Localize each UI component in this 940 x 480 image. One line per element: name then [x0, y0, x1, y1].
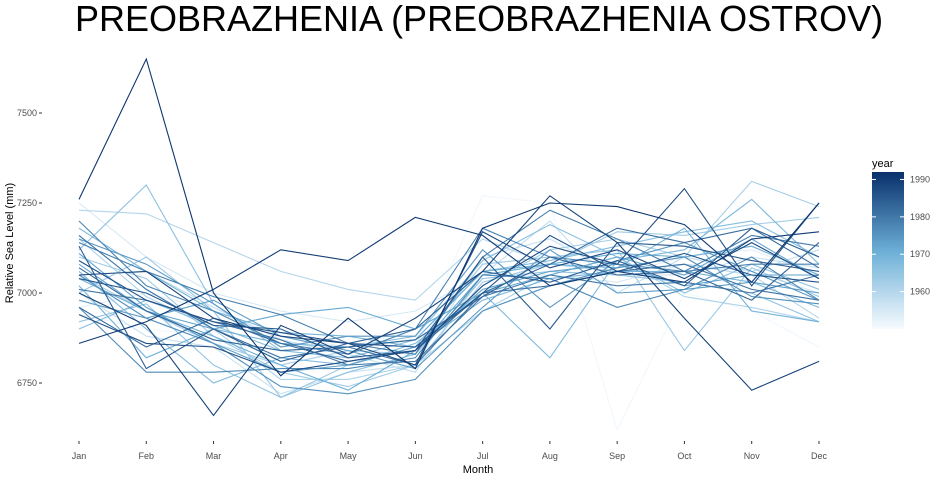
series-line-1974 [78, 249, 820, 370]
series-line-1978 [78, 220, 819, 355]
y-tick-label: 7500 [17, 108, 37, 118]
x-tick-label: Feb [139, 451, 155, 461]
y-tick-label: 6750 [17, 378, 37, 388]
x-tick-label: Jul [477, 451, 489, 461]
x-tick-label: Nov [744, 451, 761, 461]
series-line-1982 [78, 227, 820, 362]
legend-colorbar [872, 172, 904, 329]
legend-tick-label: 1980 [910, 212, 930, 222]
series-line-1989 [78, 195, 820, 417]
x-tick-label: Dec [811, 451, 828, 461]
x-tick-label: Jun [408, 451, 423, 461]
y-axis-title: Relative Sea Level (mm) [4, 183, 16, 303]
x-tick-label: May [340, 451, 358, 461]
series-line-1991 [78, 57, 820, 377]
series-line-1961 [78, 238, 820, 380]
series-line-1987 [78, 187, 820, 373]
series-line-1981 [78, 234, 820, 366]
series-line-1979 [78, 209, 820, 355]
series-line-1972 [78, 238, 820, 330]
series-line-1971 [78, 245, 820, 391]
x-tick-label: Sep [609, 451, 625, 461]
plot-panel [78, 57, 820, 432]
legend-tick-label: 1960 [910, 287, 930, 297]
chart-title: PREOBRAZHENIA (PREOBRAZHENIA OSTROV) [75, 0, 883, 39]
series-line-1975 [78, 238, 820, 348]
x-tick-label: Mar [206, 451, 222, 461]
series-line-1976 [78, 256, 820, 395]
legend-tick-label: 1990 [910, 174, 930, 184]
legend-title: year [872, 158, 894, 170]
y-axis: 6750 7000 7250 7500 [17, 108, 42, 388]
x-axis-title: Month [463, 464, 494, 476]
x-axis: Jan Feb Mar Apr May Jun Jul Aug Sep Oct Nov Dec [72, 441, 828, 461]
x-tick-label: Jan [72, 451, 87, 461]
legend-tick-label: 1970 [910, 249, 930, 259]
x-tick-label: Oct [677, 451, 692, 461]
x-tick-label: Aug [542, 451, 558, 461]
series-line-1984 [78, 227, 820, 370]
x-tick-label: Apr [274, 451, 288, 461]
legend-ticks: 1960 1970 1980 1990 [872, 174, 930, 297]
y-tick-label: 7250 [17, 198, 37, 208]
series-line-1986 [78, 234, 820, 348]
series-line-1990 [78, 216, 820, 344]
series-line-1985 [78, 242, 820, 359]
y-tick-label: 7000 [17, 288, 37, 298]
legend: year 1960 1970 1980 1990 [872, 158, 930, 329]
